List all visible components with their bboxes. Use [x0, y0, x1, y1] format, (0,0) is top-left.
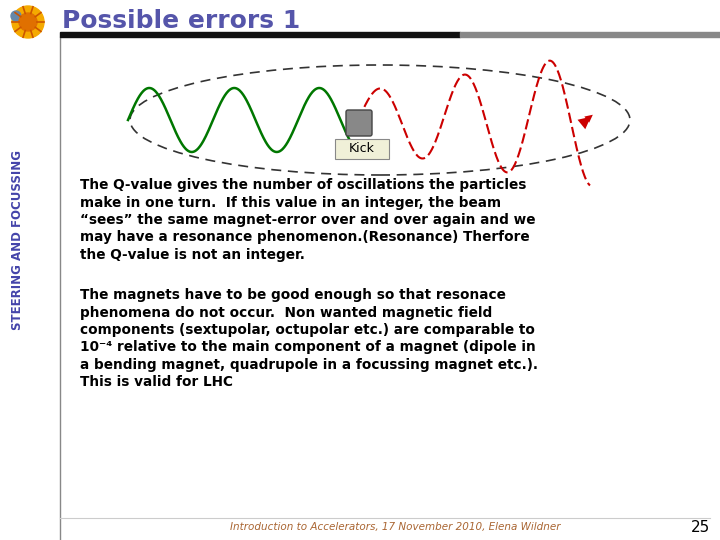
Text: Kick: Kick [349, 143, 375, 156]
Text: Possible errors 1: Possible errors 1 [62, 9, 300, 33]
Text: STEERING AND FOCUSSING: STEERING AND FOCUSSING [12, 150, 24, 330]
Text: This is valid for LHC: This is valid for LHC [80, 375, 233, 389]
Text: Introduction to Accelerators, 17 November 2010, Elena Wildner: Introduction to Accelerators, 17 Novembe… [230, 522, 560, 532]
Circle shape [11, 11, 21, 21]
Text: phenomena do not occur.  Non wanted magnetic field: phenomena do not occur. Non wanted magne… [80, 306, 492, 320]
Circle shape [19, 13, 37, 31]
FancyBboxPatch shape [346, 110, 372, 136]
Text: components (sextupolar, octupolar etc.) are comparable to: components (sextupolar, octupolar etc.) … [80, 323, 535, 337]
Text: may have a resonance phenomenon.(Resonance) Therfore: may have a resonance phenomenon.(Resonan… [80, 231, 530, 245]
Bar [460, 32, 720, 37]
FancyBboxPatch shape [335, 139, 389, 159]
Circle shape [12, 6, 44, 38]
Text: 25: 25 [690, 519, 710, 535]
Text: “sees” the same magnet-error over and over again and we: “sees” the same magnet-error over and ov… [80, 213, 536, 227]
Text: The magnets have to be good enough so that resonace: The magnets have to be good enough so th… [80, 288, 506, 302]
Text: 10⁻⁴ relative to the main component of a magnet (dipole in: 10⁻⁴ relative to the main component of a… [80, 341, 536, 354]
Text: a bending magnet, quadrupole in a focussing magnet etc.).: a bending magnet, quadrupole in a focuss… [80, 358, 538, 372]
Text: the Q-value is not an integer.: the Q-value is not an integer. [80, 248, 305, 262]
Text: The Q-value gives the number of oscillations the particles: The Q-value gives the number of oscillat… [80, 178, 526, 192]
Text: make in one turn.  If this value in an integer, the beam: make in one turn. If this value in an in… [80, 195, 501, 210]
Bar [60, 32, 460, 37]
